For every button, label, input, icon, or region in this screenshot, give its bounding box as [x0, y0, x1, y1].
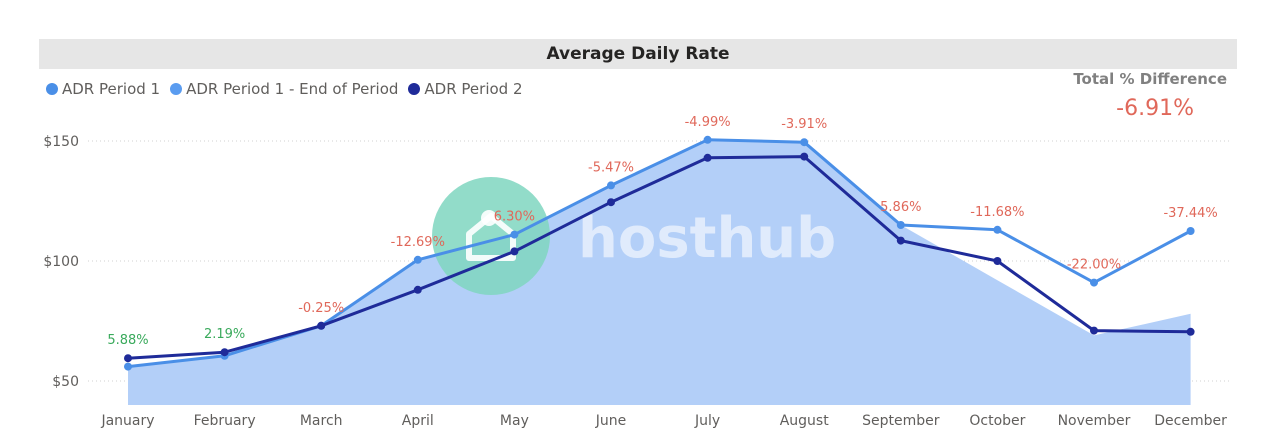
x-tick-label: November — [1058, 413, 1131, 429]
area-series-end-of-period — [128, 139, 1191, 406]
x-tick-label: December — [1154, 413, 1227, 429]
legend-item-adr-period-1[interactable]: ADR Period 1 — [46, 80, 160, 98]
legend-marker-icon — [408, 83, 421, 95]
data-point-period-2 — [317, 321, 326, 330]
x-tick-label: March — [300, 413, 343, 429]
legend-marker-icon — [46, 83, 58, 95]
home-icon-dot — [481, 210, 497, 226]
kpi-value: -6.91% — [1116, 96, 1194, 121]
chart-legend: ADR Period 1 ADR Period 1 - End of Perio… — [46, 79, 523, 99]
x-tick-label: October — [969, 413, 1025, 429]
data-point-period-2 — [413, 285, 422, 294]
x-tick-label: September — [862, 413, 940, 429]
data-point-period-1 — [413, 255, 422, 264]
series-line-adr-period-2 — [127, 155, 1191, 360]
watermark-badge — [432, 177, 550, 295]
data-label: 6.30% — [494, 210, 535, 225]
data-point-period-2 — [896, 236, 905, 245]
data-point-period-1 — [510, 230, 519, 239]
data-label: -12.69% — [391, 235, 445, 250]
data-label: -22.00% — [1067, 258, 1121, 273]
data-point-period-2 — [220, 348, 229, 357]
data-point-period-2 — [124, 354, 132, 363]
x-tick-label: January — [100, 413, 154, 429]
legend-item-adr-period-1-end[interactable]: ADR Period 1 - End of Period — [170, 80, 398, 98]
data-point-period-2 — [1186, 327, 1195, 336]
data-label: -11.68% — [970, 205, 1024, 220]
data-point-period-1 — [124, 362, 132, 371]
kpi-label: Total % Difference — [1073, 70, 1227, 88]
data-label: 5.88% — [107, 333, 148, 348]
y-tick-label: $50 — [52, 374, 79, 390]
legend-label: ADR Period 1 - End of Period — [186, 80, 399, 98]
x-tick-label: April — [402, 413, 434, 429]
data-label: -3.91% — [781, 117, 827, 132]
data-label: 2.19% — [204, 327, 245, 342]
data-point-period-2 — [703, 153, 712, 162]
data-point-period-2 — [607, 198, 615, 207]
data-point-period-1 — [607, 181, 615, 190]
chart-title: Average Daily Rate — [39, 39, 1237, 69]
legend-label: ADR Period 1 — [62, 80, 161, 98]
legend-label: ADR Period 2 — [424, 80, 523, 98]
legend-marker-icon — [170, 83, 183, 95]
data-label: -5.47% — [588, 160, 634, 175]
x-tick-label: July — [694, 413, 720, 429]
data-point-period-1 — [800, 138, 809, 147]
data-point-period-1 — [1090, 278, 1098, 287]
legend-item-adr-period-2[interactable]: ADR Period 2 — [408, 80, 523, 98]
data-point-period-2 — [510, 247, 519, 256]
data-point-period-1 — [703, 135, 712, 144]
x-tick-label: June — [595, 413, 627, 429]
data-point-period-1 — [1186, 227, 1195, 235]
data-point-period-2 — [1090, 326, 1098, 335]
x-tick-label: February — [194, 413, 256, 429]
data-point-period-2 — [800, 152, 809, 161]
y-tick-label: $150 — [43, 134, 79, 150]
data-label: -0.25% — [298, 301, 344, 316]
data-label: -37.44% — [1163, 206, 1217, 221]
x-tick-label: May — [500, 413, 529, 429]
data-point-period-2 — [993, 257, 1002, 265]
data-label: -4.99% — [685, 115, 731, 130]
data-point-period-1 — [896, 221, 905, 229]
y-tick-label: $100 — [43, 254, 79, 270]
watermark-text: hosthub — [578, 206, 836, 271]
data-label: 5.86% — [880, 200, 921, 215]
data-point-period-1 — [993, 225, 1002, 234]
x-tick-label: August — [780, 413, 830, 429]
